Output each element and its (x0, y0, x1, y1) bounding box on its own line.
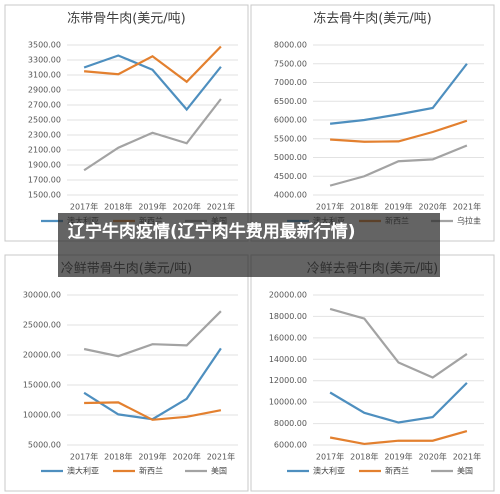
y-tick-label: 20000.00 (269, 291, 307, 300)
x-tick-label: 2018年 (104, 452, 132, 462)
chart-panel: 冻带骨牛肉(美元/吨) 1500.00 1700.00 1900.00 2100.00 2… (4, 4, 249, 242)
y-tick-label: 3500.00 (28, 41, 61, 50)
data-line (83, 54, 222, 112)
x-tick-label: 2019年 (138, 452, 166, 462)
y-tick-label: 3300.00 (28, 56, 61, 65)
x-tick-label: 2017年 (316, 452, 344, 462)
y-tick-label: 1700.00 (28, 176, 61, 185)
x-tick-label: 2019年 (138, 202, 166, 212)
y-tick-label: 2100.00 (28, 146, 61, 155)
y-tick-label: 6000.00 (274, 441, 307, 450)
x-tick-label: 2020年 (173, 452, 201, 462)
x-tick-label: 2017年 (316, 202, 344, 212)
x-tick-label: 2018年 (350, 452, 378, 462)
legend-label: 新西兰 (385, 466, 409, 476)
panel-border (250, 4, 495, 242)
chart-title: 冻带骨牛肉(美元/吨) (67, 11, 186, 27)
x-tick-label: 2017年 (70, 452, 98, 462)
x-tick-label: 2019年 (384, 202, 412, 212)
x-tick-label: 2021年 (453, 452, 481, 462)
y-tick-label: 5000.00 (28, 441, 61, 450)
y-tick-label: 8000.00 (274, 41, 307, 50)
legend-label: 美国 (211, 466, 227, 476)
y-tick-label: 2500.00 (28, 116, 61, 125)
legend-label: 新西兰 (139, 466, 163, 476)
x-tick-label: 2017年 (70, 202, 98, 212)
x-tick-label: 2020年 (419, 202, 447, 212)
y-tick-label: 20000.00 (23, 351, 61, 360)
x-tick-label: 2021年 (207, 202, 235, 212)
x-tick-label: 2018年 (104, 202, 132, 212)
data-line (83, 98, 222, 172)
y-tick-label: 2300.00 (28, 131, 61, 140)
y-tick-label: 1900.00 (28, 161, 61, 170)
panel-border (4, 254, 249, 492)
data-line (330, 119, 468, 143)
legend-label: 乌拉圭 (457, 216, 481, 226)
y-tick-label: 18000.00 (269, 312, 307, 321)
x-tick-label: 2019年 (384, 452, 412, 462)
y-tick-label: 15000.00 (23, 381, 61, 390)
y-tick-label: 14000.00 (269, 355, 307, 364)
y-tick-label: 10000.00 (269, 398, 307, 407)
legend-label: 澳大利亚 (67, 466, 99, 476)
chart-panel: 冻去骨牛肉(美元/吨) 4000.00 4500.00 5000.00 5500.00 6… (250, 4, 495, 242)
data-line (329, 307, 468, 379)
y-tick-label: 2700.00 (28, 101, 61, 110)
data-line (329, 382, 468, 424)
y-tick-label: 30000.00 (23, 291, 61, 300)
y-tick-label: 7000.00 (274, 78, 307, 87)
x-tick-label: 2018年 (350, 202, 378, 212)
data-line (84, 401, 222, 421)
y-tick-label: 3100.00 (28, 71, 61, 80)
banner-title: 辽宁牛肉疫情(辽宁肉牛费用最新行情) (58, 213, 440, 277)
y-tick-label: 16000.00 (269, 333, 307, 342)
y-tick-label: 5500.00 (274, 134, 307, 143)
chart-title: 冻去骨牛肉(美元/吨) (313, 11, 432, 27)
data-line (84, 45, 222, 84)
panel-border (250, 254, 495, 492)
legend-label: 美国 (457, 466, 473, 476)
y-tick-label: 7500.00 (274, 59, 307, 68)
data-line (329, 63, 468, 125)
data-line (329, 144, 468, 187)
x-tick-label: 2021年 (453, 202, 481, 212)
chart-panel: 冷鲜去骨牛肉(美元/吨)6000.008000.0010000.0012000.… (250, 254, 495, 492)
chart-panel: 冷鲜带骨牛肉(美元/吨)5000.0010000.0015000.0020000… (4, 254, 249, 492)
panel-border (4, 4, 249, 242)
y-tick-label: 25000.00 (23, 321, 61, 330)
legend-label: 澳大利亚 (313, 466, 345, 476)
y-tick-label: 2900.00 (28, 86, 61, 95)
y-tick-label: 12000.00 (269, 376, 307, 385)
y-tick-label: 1500.00 (28, 191, 61, 200)
y-tick-label: 6000.00 (274, 116, 307, 125)
x-tick-label: 2020年 (173, 202, 201, 212)
x-tick-label: 2020年 (419, 452, 447, 462)
data-line (329, 430, 468, 446)
y-tick-label: 5000.00 (274, 153, 307, 162)
data-line (83, 310, 222, 358)
y-tick-label: 6500.00 (274, 97, 307, 106)
y-tick-label: 4500.00 (274, 172, 307, 181)
y-tick-label: 4000.00 (274, 191, 307, 200)
y-tick-label: 10000.00 (23, 411, 61, 420)
x-tick-label: 2021年 (207, 452, 235, 462)
y-tick-label: 8000.00 (274, 419, 307, 428)
